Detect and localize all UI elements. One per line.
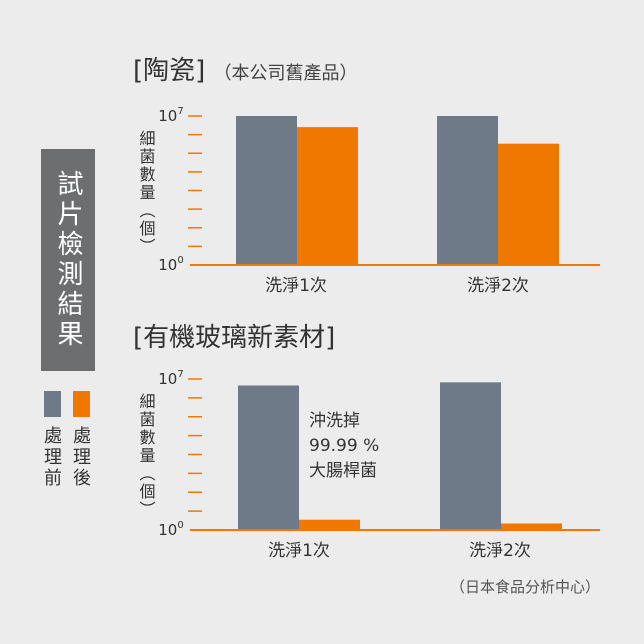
bar-before-2: [440, 382, 501, 530]
chart-2-title: [有機玻璃新素材]: [133, 323, 336, 353]
legend-label-after: 處理後: [70, 426, 91, 489]
chart-1-title-block: [陶瓷] （本公司舊產品）: [133, 50, 358, 87]
bar-before-1: [236, 116, 297, 265]
y-tick-label-bottom: 100: [158, 255, 183, 274]
bar-after-2: [501, 523, 562, 530]
y-tick-label-bottom: 100: [158, 520, 183, 539]
y-tick-label-top: 107: [158, 369, 183, 388]
legend-label-before: 處理前: [41, 426, 62, 489]
annotation-line-1: 沖洗掉: [309, 411, 360, 431]
category-label-2: 洗淨2次: [469, 541, 531, 561]
bar-before-2: [437, 116, 498, 265]
chart-1-subtitle: （本公司舊產品）: [213, 63, 358, 84]
y-tick-label-top: 107: [158, 106, 183, 125]
y-axis-label: 細菌數量（個）: [137, 393, 156, 519]
side-label-text: 試片檢測結果: [53, 170, 83, 350]
bar-after-1: [297, 127, 358, 265]
legend-swatch-before: [44, 391, 61, 417]
y-axis-label: 細菌數量（個）: [137, 130, 156, 256]
annotation-line-3: 大腸桿菌: [309, 461, 377, 481]
chart-1-title: [陶瓷]: [133, 56, 206, 86]
category-label-2: 洗淨2次: [467, 276, 529, 296]
bar-after-1: [299, 519, 360, 530]
side-label: 試片檢測結果: [41, 149, 95, 371]
bar-before-1: [238, 385, 299, 530]
chart-2-title-block: [有機玻璃新素材]: [133, 317, 335, 354]
bar-after-2: [498, 143, 559, 265]
annotation-line-2: 99.99 %: [309, 436, 380, 456]
category-label-1: 洗淨1次: [268, 541, 330, 561]
category-label-1: 洗淨1次: [265, 276, 327, 296]
source-note: （日本食品分析中心）: [449, 578, 600, 596]
legend-swatch-after: [73, 391, 90, 417]
chart-2-annotation: 沖洗掉 99.99 % 大腸桿菌: [309, 409, 379, 484]
